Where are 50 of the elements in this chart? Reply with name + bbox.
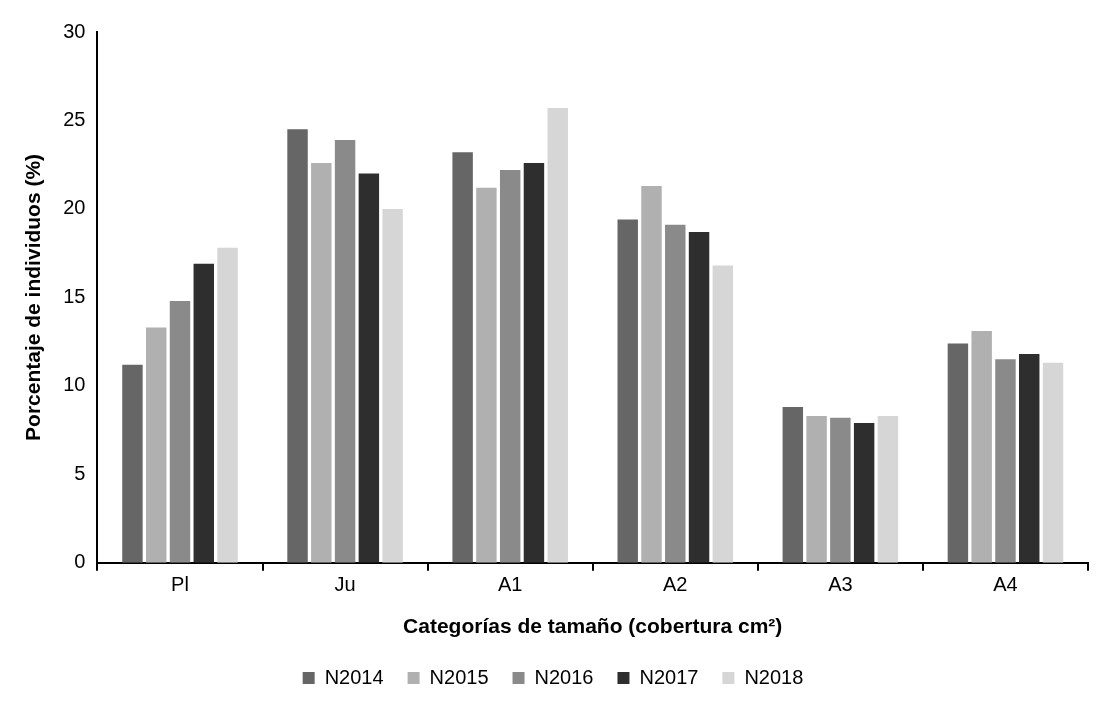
legend-label: N2014 xyxy=(324,665,384,688)
y-axis-title: Porcentaje de individuos (%) xyxy=(21,153,45,441)
bar xyxy=(947,343,969,563)
x-tick-label: Pl xyxy=(171,573,189,596)
bar xyxy=(523,162,545,563)
x-tick-label: A4 xyxy=(993,573,1018,596)
bar xyxy=(452,152,473,563)
bar xyxy=(1042,362,1064,563)
bar xyxy=(287,129,308,563)
bar xyxy=(877,415,899,563)
y-tick-label: 10 xyxy=(63,373,86,396)
bar xyxy=(830,417,851,563)
bar xyxy=(146,327,167,563)
legend-label: N2015 xyxy=(429,665,489,688)
bar xyxy=(217,247,238,563)
bar xyxy=(193,263,214,563)
bar xyxy=(499,170,521,563)
bar xyxy=(169,300,191,563)
bar xyxy=(547,108,568,563)
bar xyxy=(782,407,804,563)
bar xyxy=(122,364,143,563)
bar xyxy=(382,208,403,563)
x-tick-label: A2 xyxy=(663,573,688,596)
bar xyxy=(665,224,686,563)
y-tick-label: 30 xyxy=(63,19,86,42)
y-tick-label: 20 xyxy=(63,196,86,219)
bar xyxy=(311,162,332,563)
x-tick-label: A3 xyxy=(828,573,853,596)
y-tick-label: 15 xyxy=(63,284,86,307)
bar xyxy=(641,185,662,563)
x-tick-label: A1 xyxy=(497,573,523,596)
bar xyxy=(358,173,380,563)
bar xyxy=(971,331,992,563)
bar xyxy=(688,231,710,563)
legend-label: N2018 xyxy=(744,665,804,688)
y-tick-label: 5 xyxy=(74,461,86,484)
bar xyxy=(853,423,875,563)
bar xyxy=(1019,354,1040,563)
bar xyxy=(476,187,497,563)
bar xyxy=(334,139,356,563)
legend-label: N2016 xyxy=(534,665,594,688)
bar xyxy=(806,415,827,563)
legend-label: N2017 xyxy=(639,665,699,688)
y-tick-label: 25 xyxy=(63,107,86,130)
bar xyxy=(995,359,1016,563)
bar xyxy=(712,265,734,563)
x-tick-label: Ju xyxy=(334,573,356,596)
bar xyxy=(617,219,638,563)
y-tick-label: 0 xyxy=(74,550,86,573)
x-axis-title: Categorías de tamaño (cobertura cm²) xyxy=(403,614,783,638)
